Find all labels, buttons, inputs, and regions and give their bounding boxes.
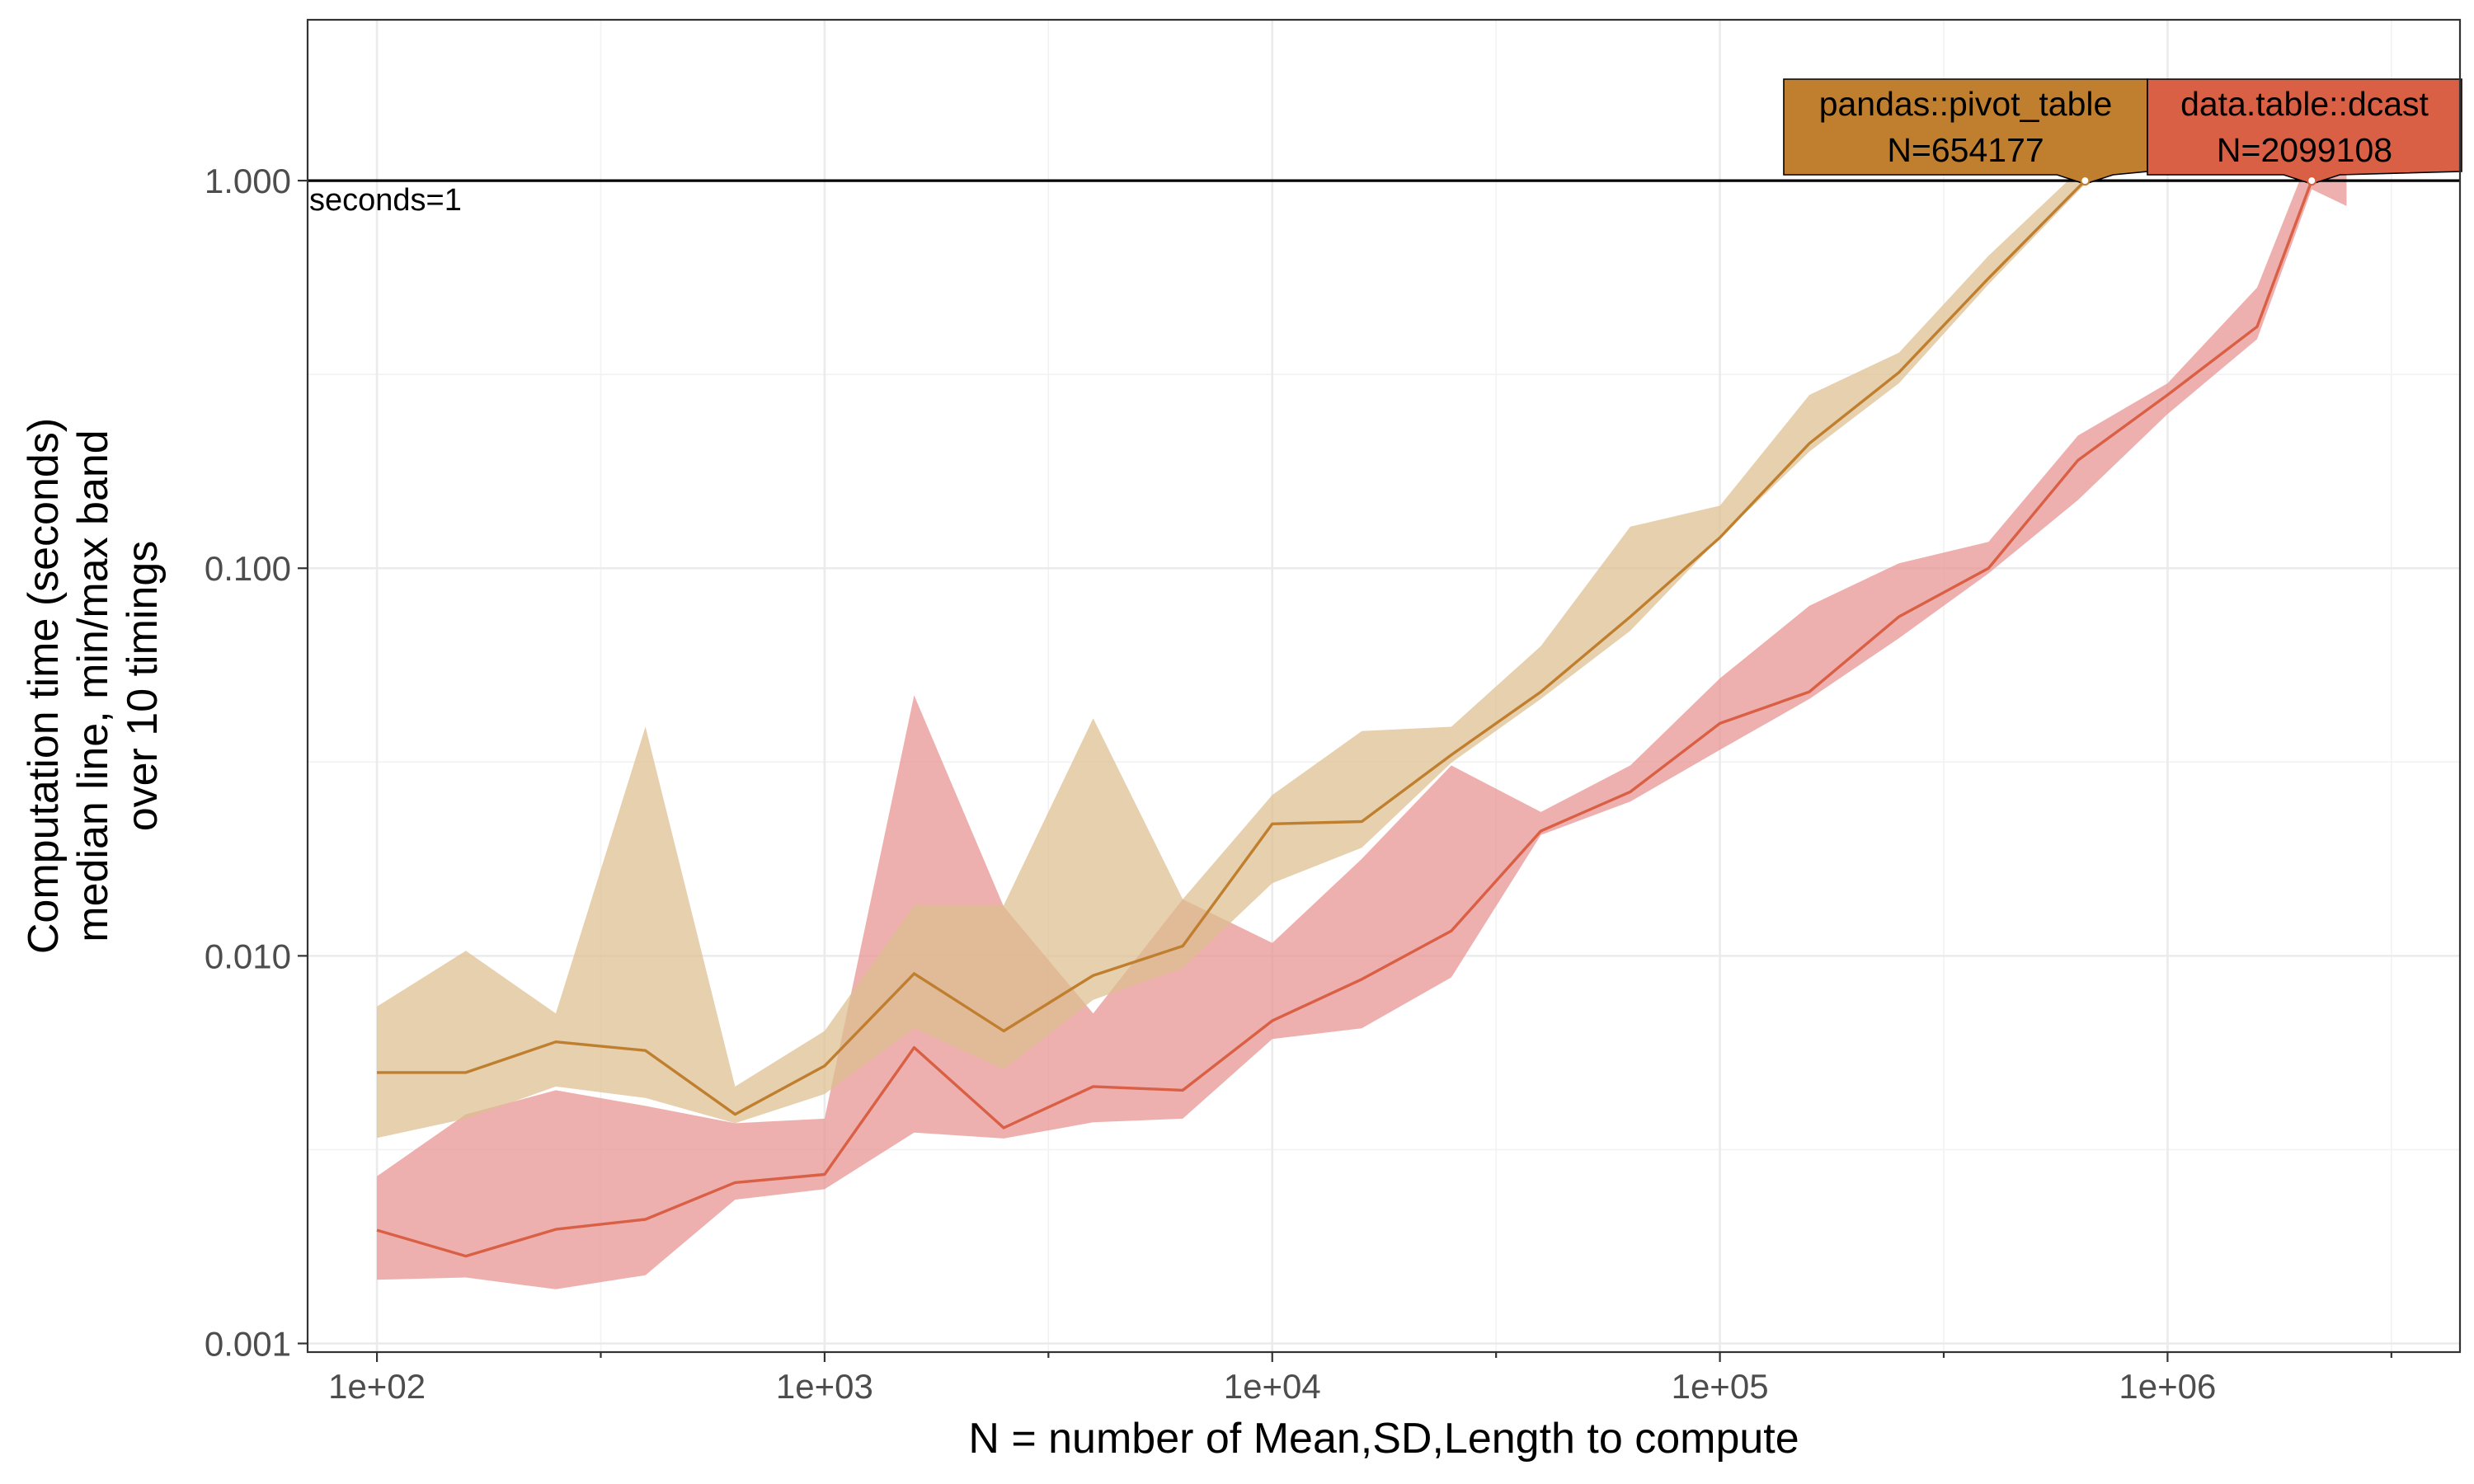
y-axis-title-line-1: Computation time (seconds) bbox=[20, 418, 68, 954]
y-tick-label: 0.010 bbox=[205, 937, 291, 975]
callout-box-data-table-dcast bbox=[2147, 78, 2462, 185]
x-tick-label: 1e+06 bbox=[2119, 1367, 2216, 1406]
callout-count-data-table-dcast: N=2099108 bbox=[2217, 131, 2392, 169]
callout-label-pandas-pivot-table: pandas::pivot_table bbox=[1819, 85, 2113, 123]
x-axis-title: N = number of Mean,SD,Length to compute bbox=[968, 1415, 1799, 1463]
y-axis-title-line-2: median line, min/max band bbox=[69, 430, 117, 942]
callout-count-pandas-pivot-table: N=654177 bbox=[1887, 131, 2044, 169]
median-line-pandas-pivot-table bbox=[377, 179, 2086, 1116]
panel-border bbox=[306, 18, 2462, 1354]
callout-point-data-table-dcast bbox=[2307, 176, 2317, 186]
callout-point-pandas-pivot-table bbox=[2080, 176, 2091, 186]
x-tick-label: 1e+04 bbox=[1224, 1367, 1321, 1406]
y-tick-label: 0.001 bbox=[205, 1325, 291, 1364]
x-tick-label: 1e+05 bbox=[1672, 1367, 1769, 1406]
x-tick-label: 1e+03 bbox=[776, 1367, 873, 1406]
median-line-data-table-dcast bbox=[376, 180, 2313, 1258]
axes: 1e+02 1e+03 1e+04 1e+05 1e+06 0.001 0.010 0.100… bbox=[205, 162, 2392, 1406]
y-axis-title-line-3: over 10 timings bbox=[119, 541, 167, 832]
reference-line-label: seconds=1 bbox=[309, 183, 462, 218]
callout-label-data-table-dcast: data.table::dcast bbox=[2180, 85, 2429, 123]
median-lines bbox=[376, 179, 2313, 1258]
reference-line-group: seconds=1 bbox=[308, 179, 2460, 218]
min-max-bands bbox=[377, 143, 2347, 1289]
y-tick-label: 1.000 bbox=[205, 162, 291, 200]
band-pandas-pivot-table bbox=[377, 164, 2086, 1139]
x-tick-label: 1e+02 bbox=[328, 1367, 426, 1406]
y-tick-label: 0.100 bbox=[205, 549, 291, 588]
